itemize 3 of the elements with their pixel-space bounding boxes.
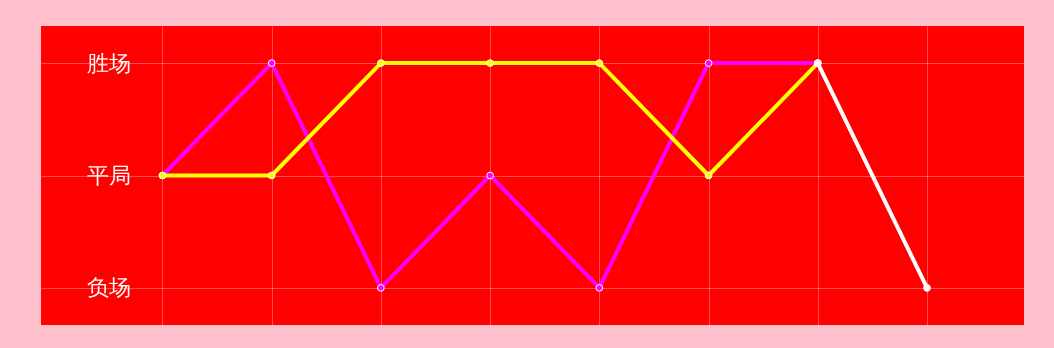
- category-label: 胜场: [86, 50, 131, 76]
- category-label: 负场: [86, 275, 131, 301]
- category-label: 平局: [86, 163, 131, 188]
